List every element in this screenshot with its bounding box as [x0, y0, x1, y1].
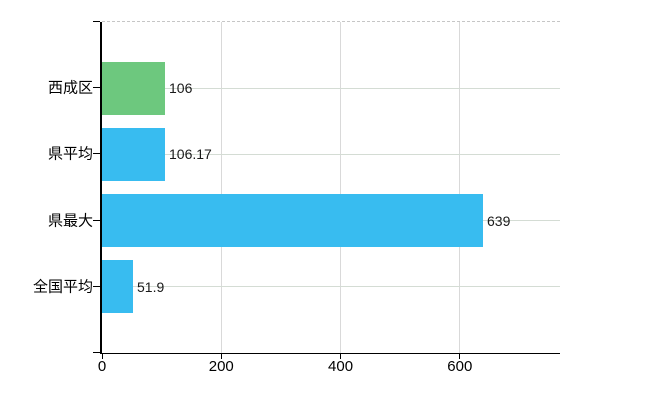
horizontal-gridline: [102, 87, 560, 89]
vertical-gridline: [459, 22, 461, 353]
bar: [102, 260, 133, 313]
category-label: 全国平均: [32, 278, 93, 296]
y-tick-mark: [93, 286, 100, 287]
x-tick-mark: [101, 354, 103, 359]
x-tick-mark: [220, 354, 222, 359]
y-tick-mark: [93, 153, 100, 154]
x-tick-label: 200: [208, 358, 234, 375]
category-label: 西成区: [47, 79, 93, 97]
bar-value-label: 106: [169, 80, 193, 97]
category-label: 県最大: [47, 212, 93, 230]
horizontal-gridline: [102, 286, 560, 288]
x-tick-label: 600: [447, 358, 473, 375]
bar: [102, 194, 483, 247]
y-tick-mark: [93, 352, 100, 353]
x-tick-mark: [459, 354, 461, 359]
x-tick-label: 400: [328, 358, 354, 375]
chart-top-border: [102, 21, 560, 22]
bar-value-label: 106.17: [169, 146, 212, 163]
vertical-gridline: [220, 22, 222, 353]
y-tick-mark: [93, 220, 100, 221]
horizontal-gridline: [102, 153, 560, 155]
category-label: 県平均: [47, 145, 93, 163]
bar: [102, 62, 165, 115]
x-tick-label: 0: [97, 358, 107, 375]
y-tick-mark: [93, 87, 100, 88]
bar-value-label: 639: [487, 212, 511, 229]
x-tick-mark: [340, 354, 342, 359]
y-tick-mark: [93, 21, 100, 22]
bar: [102, 128, 165, 181]
x-axis-line: [100, 353, 560, 354]
y-axis-line: [100, 22, 102, 354]
bar-value-label: 51.9: [137, 278, 165, 295]
vertical-gridline: [340, 22, 342, 353]
